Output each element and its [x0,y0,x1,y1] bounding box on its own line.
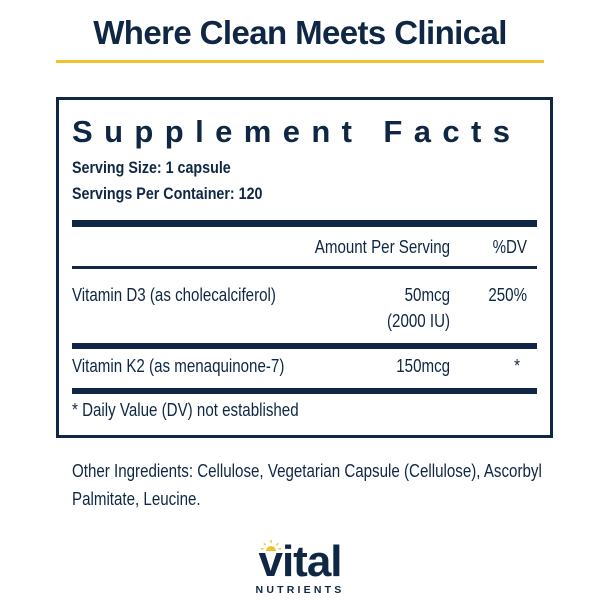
logo-wordmark: vital [258,537,342,586]
gold-divider [56,60,544,63]
supplement-facts-panel: Supplement Facts Serving Size: 1 capsule… [56,97,553,438]
row-divider [72,388,537,394]
header-dv: %DV [492,237,527,257]
row-dv: * [514,356,520,376]
other-ingredients: Other Ingredients: Cellulose, Vegetarian… [72,461,542,509]
row-divider [72,343,537,349]
row-dv: 250% [488,285,527,305]
logo-subtitle: NUTRIENTS [255,584,345,596]
facts-title: Supplement Facts [72,114,522,149]
servings-per-container: Servings Per Container: 120 [72,184,263,203]
sun-icon [261,540,281,551]
row-amount: 150mcg [396,356,450,376]
row-name: Vitamin K2 (as menaquinone-7) [72,356,285,376]
headline: Where Clean Meets Clinical [93,14,507,51]
row-amount: 50mcg [404,285,450,305]
row-amount-sub: (2000 IU) [386,311,450,331]
row-name: Vitamin D3 (as cholecalciferol) [72,285,276,305]
serving-size: Serving Size: 1 capsule [72,158,231,177]
brand-logo: vital NUTRIENTS [236,540,364,600]
thin-divider [72,266,537,269]
header-amount: Amount Per Serving [314,237,450,257]
thick-divider [72,220,537,227]
footnote: * Daily Value (DV) not established [72,400,299,420]
